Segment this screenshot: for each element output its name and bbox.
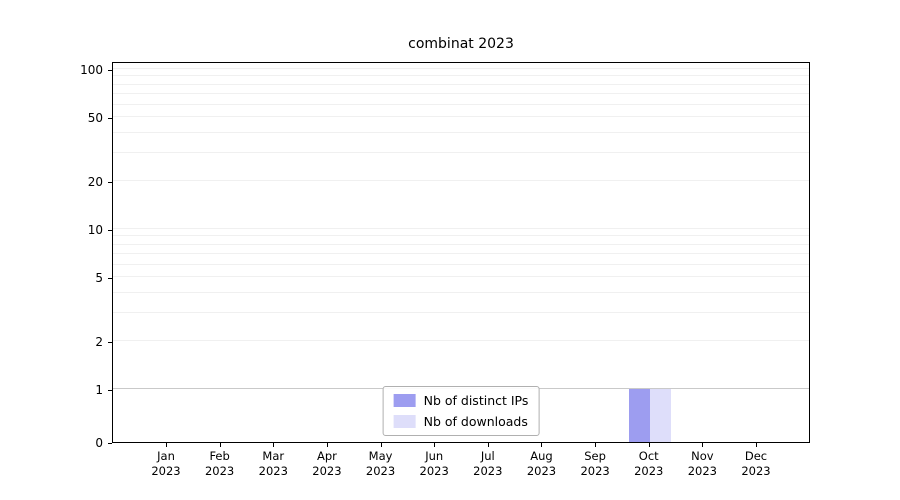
x-tick-mark-may xyxy=(380,443,382,447)
x-tick-year: 2023 xyxy=(580,464,610,478)
gridline-y-3 xyxy=(113,311,809,313)
gridline-y-7 xyxy=(113,252,809,254)
gridline-y-20 xyxy=(113,179,809,181)
x-tick-year: 2023 xyxy=(526,464,557,478)
legend-label-distinct-ips: Nb of distinct IPs xyxy=(423,393,529,408)
x-tick-year: 2023 xyxy=(204,464,235,478)
legend-item-distinct-ips: Nb of distinct IPs xyxy=(393,393,529,408)
gridline-y-60 xyxy=(113,103,809,105)
x-tick-mark-oct xyxy=(648,443,650,447)
y-tick-mark-0 xyxy=(108,443,112,444)
y-tick-mark-20 xyxy=(108,181,112,183)
x-tick-month: Jan xyxy=(157,449,175,463)
x-tick-label-nov: Nov 2023 xyxy=(688,449,717,479)
gridline-y-30 xyxy=(113,151,809,153)
x-tick-mark-sep xyxy=(595,443,597,447)
x-tick-label-apr: Apr 2023 xyxy=(312,449,341,479)
x-tick-year: 2023 xyxy=(365,464,396,478)
y-tick-mark-10 xyxy=(108,230,112,231)
x-tick-year: 2023 xyxy=(419,464,449,478)
x-tick-year: 2023 xyxy=(741,464,771,478)
gridline-y-100 xyxy=(113,68,809,69)
x-tick-mark-aug xyxy=(541,443,543,447)
x-tick-label-mar: Mar 2023 xyxy=(259,449,288,479)
y-tick-label-0: 0 xyxy=(95,436,103,450)
y-tick-label-2: 2 xyxy=(95,334,103,349)
x-tick-label-oct: Oct 2023 xyxy=(634,449,663,479)
x-tick-month: Sep xyxy=(584,449,606,463)
x-tick-year: 2023 xyxy=(473,464,503,478)
x-tick-label-aug: Aug 2023 xyxy=(527,449,556,479)
gridline-y-40 xyxy=(113,131,809,133)
x-tick-label-sep: Sep 2023 xyxy=(580,449,609,479)
x-tick-label-jul: Jul 2023 xyxy=(473,449,502,479)
x-tick-month: Jun xyxy=(425,449,444,463)
gridline-y-2 xyxy=(113,339,809,341)
y-tick-mark-2 xyxy=(108,341,112,343)
x-tick-mark-dec xyxy=(756,443,757,447)
gridline-y-90 xyxy=(113,75,809,77)
x-tick-label-jan: Jan 2023 xyxy=(151,449,180,479)
legend-swatch-distinct-ips-icon xyxy=(393,394,416,407)
y-tick-label-10: 10 xyxy=(87,223,103,237)
x-tick-month: May xyxy=(368,449,393,463)
bar-nb-of-distinct-ips-oct xyxy=(628,389,650,442)
bar-nb-of-downloads-oct xyxy=(649,389,671,442)
gridline-y-8 xyxy=(113,243,809,245)
y-tick-label-1: 1 xyxy=(95,383,103,397)
x-tick-mark-mar xyxy=(273,443,275,447)
x-tick-year: 2023 xyxy=(687,464,717,478)
y-tick-mark-5 xyxy=(108,278,112,280)
gridline-y-80 xyxy=(113,83,809,85)
y-tick-label-20: 20 xyxy=(87,174,103,189)
x-tick-month: Nov xyxy=(691,449,714,463)
x-tick-year: 2023 xyxy=(634,464,664,478)
x-tick-label-dec: Dec 2023 xyxy=(741,449,770,479)
gridline-y-4 xyxy=(113,291,809,293)
chart-title: combinat 2023 xyxy=(408,36,514,52)
plot-area: Nb of distinct IPs Nb of downloads xyxy=(112,62,810,443)
legend-label-downloads: Nb of downloads xyxy=(423,414,528,429)
legend-item-downloads: Nb of downloads xyxy=(393,414,529,429)
x-tick-label-feb: Feb 2023 xyxy=(205,449,234,479)
x-tick-month: Apr xyxy=(316,449,337,463)
y-tick-label-50: 50 xyxy=(87,111,103,126)
gridline-y-70 xyxy=(113,92,809,94)
x-tick-label-may: May 2023 xyxy=(366,449,395,479)
x-tick-month: Aug xyxy=(530,449,553,463)
gridline-y-9 xyxy=(113,235,809,237)
x-tick-month: Feb xyxy=(209,449,230,463)
x-tick-year: 2023 xyxy=(151,464,181,478)
gridline-y-5 xyxy=(113,276,809,278)
y-tick-mark-1 xyxy=(108,390,112,391)
x-tick-mark-feb xyxy=(219,443,221,447)
x-tick-month: Oct xyxy=(638,449,659,463)
x-tick-mark-jul xyxy=(487,443,489,447)
y-tick-mark-100 xyxy=(108,70,112,71)
x-tick-mark-nov xyxy=(702,443,704,447)
gridline-y-50 xyxy=(113,116,809,118)
y-tick-label-5: 5 xyxy=(95,271,103,286)
legend-swatch-downloads-icon xyxy=(393,415,416,428)
x-tick-month: Mar xyxy=(262,449,285,463)
gridline-y-10 xyxy=(113,228,809,229)
legend: Nb of distinct IPs Nb of downloads xyxy=(382,386,540,436)
gridline-y-6 xyxy=(113,263,809,265)
x-tick-year: 2023 xyxy=(258,464,288,478)
x-tick-mark-apr xyxy=(326,443,328,447)
x-tick-year: 2023 xyxy=(312,464,342,478)
y-tick-label-100: 100 xyxy=(80,63,103,77)
x-tick-month: Jul xyxy=(480,449,495,463)
x-tick-label-jun: Jun 2023 xyxy=(420,449,449,479)
x-tick-mark-jan xyxy=(166,443,167,447)
x-tick-mark-jun xyxy=(434,443,436,447)
y-tick-mark-50 xyxy=(108,118,112,120)
x-tick-month: Dec xyxy=(744,449,768,463)
